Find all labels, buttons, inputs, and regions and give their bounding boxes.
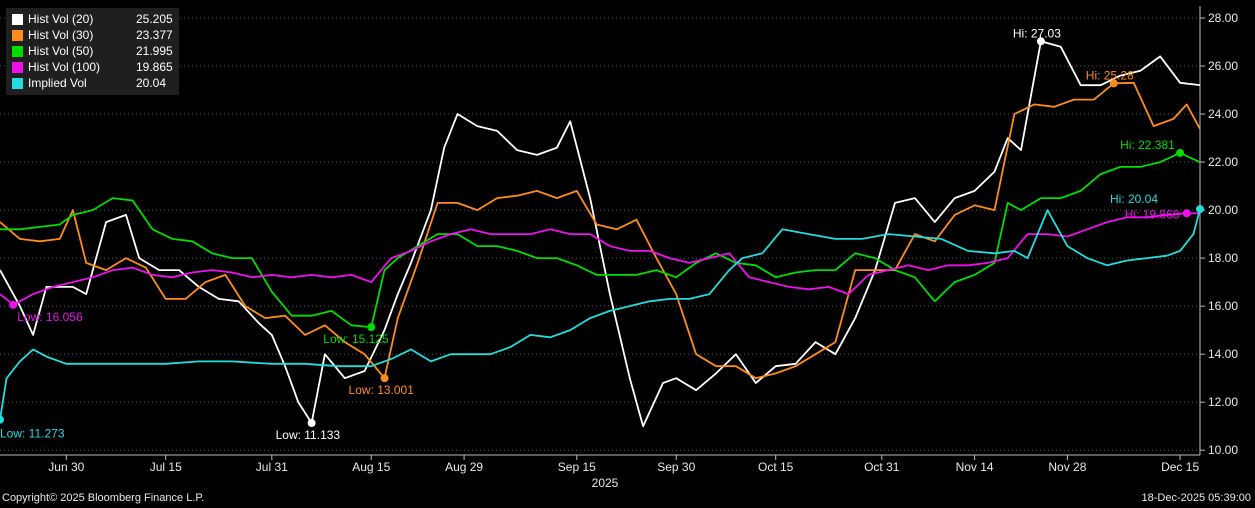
series-line-hist-vol-30 — [0, 81, 1201, 380]
legend-last-value: 21.995 — [136, 44, 173, 58]
y-tick-label: 20.00 — [1208, 203, 1238, 217]
series-line-hist-vol-100 — [0, 212, 1200, 306]
extreme-marker — [0, 415, 4, 424]
y-tick-label: 16.00 — [1208, 299, 1238, 313]
copyright-text: Copyright© 2025 Bloomberg Finance L.P. — [2, 492, 205, 504]
y-tick-label: 12.00 — [1208, 395, 1238, 409]
x-tick-label: Sep 15 — [558, 460, 596, 474]
x-tick-label: Sep 30 — [657, 460, 695, 474]
x-tick-label: Jul 15 — [150, 460, 182, 474]
extreme-label: Hi: 22.381 — [1120, 138, 1175, 152]
legend-swatch — [12, 45, 23, 57]
legend-swatch — [12, 13, 23, 25]
legend-series-name: Implied Vol — [28, 76, 87, 90]
series-line-hist-vol-50 — [0, 151, 1201, 329]
legend-series-name: Hist Vol (100) — [28, 60, 101, 74]
legend-last-value: 20.04 — [136, 76, 167, 90]
legend-swatch — [12, 77, 23, 89]
x-tick-label: Oct 15 — [758, 460, 794, 474]
legend-entry: Hist Vol (20) 25.205 — [12, 11, 173, 27]
legend-last-value: 25.205 — [136, 12, 173, 26]
extreme-marker — [1182, 209, 1191, 218]
legend-entry: Hist Vol (50) 21.995 — [12, 43, 173, 59]
legend-entry: Hist Vol (100) 19.865 — [12, 59, 173, 75]
legend-last-value: 23.377 — [136, 28, 173, 42]
extreme-marker — [380, 374, 389, 383]
y-tick-label: 14.00 — [1208, 347, 1238, 361]
extreme-label: Low: 11.273 — [0, 427, 65, 441]
x-tick-label: Aug 15 — [352, 460, 390, 474]
extreme-label: Low: 15.125 — [323, 332, 389, 346]
series-line-implied-vol — [0, 208, 1201, 420]
extreme-marker — [367, 323, 376, 332]
extreme-marker — [9, 300, 18, 309]
y-tick-label: 10.00 — [1208, 443, 1238, 457]
extreme-label: Low: 16.056 — [17, 310, 83, 324]
extreme-marker — [1036, 37, 1045, 46]
x-tick-label: Jul 31 — [256, 460, 288, 474]
x-tick-label: Oct 31 — [864, 460, 900, 474]
extreme-marker — [1109, 79, 1118, 88]
extreme-label: Hi: 20.04 — [1110, 192, 1158, 206]
extreme-marker — [1176, 148, 1185, 157]
y-tick-label: 26.00 — [1208, 59, 1238, 73]
y-tick-label: 24.00 — [1208, 107, 1238, 121]
series-line-hist-vol-20 — [0, 40, 1201, 428]
y-tick-label: 22.00 — [1208, 155, 1238, 169]
extreme-label: Hi: 25.28 — [1086, 68, 1134, 82]
legend-series-name: Hist Vol (20) — [28, 12, 94, 26]
legend-last-value: 19.865 — [136, 60, 173, 74]
legend-swatch — [12, 29, 23, 41]
x-tick-label: Jun 30 — [48, 460, 84, 474]
y-tick-label: 28.00 — [1208, 11, 1238, 25]
legend-series-name: Hist Vol (30) — [28, 28, 94, 42]
legend-series-name: Hist Vol (50) — [28, 44, 94, 58]
extreme-label: Hi: 27.03 — [1013, 26, 1061, 40]
x-tick-label: Nov 28 — [1048, 460, 1086, 474]
legend-swatch — [12, 61, 23, 73]
legend-entry: Hist Vol (30) 23.377 — [12, 27, 173, 43]
extreme-label: Hi: 19.868 — [1125, 207, 1180, 221]
x-tick-label: Aug 29 — [445, 460, 483, 474]
extreme-marker — [1196, 205, 1204, 214]
extreme-marker — [307, 418, 316, 427]
legend-entry: Implied Vol 20.04 — [12, 75, 173, 91]
y-tick-label: 18.00 — [1208, 251, 1238, 265]
extreme-label: Low: 11.133 — [276, 428, 341, 442]
timestamp-text: 18-Dec-2025 05:39:00 — [1141, 492, 1251, 504]
x-tick-label: Dec 15 — [1161, 460, 1199, 474]
extreme-label: Low: 13.001 — [349, 383, 415, 397]
chart-legend: Hist Vol (20) 25.205 Hist Vol (30) 23.377 Hi… — [6, 8, 179, 95]
x-tick-label: Nov 14 — [956, 460, 994, 474]
x-axis-label: 2025 — [592, 476, 619, 490]
